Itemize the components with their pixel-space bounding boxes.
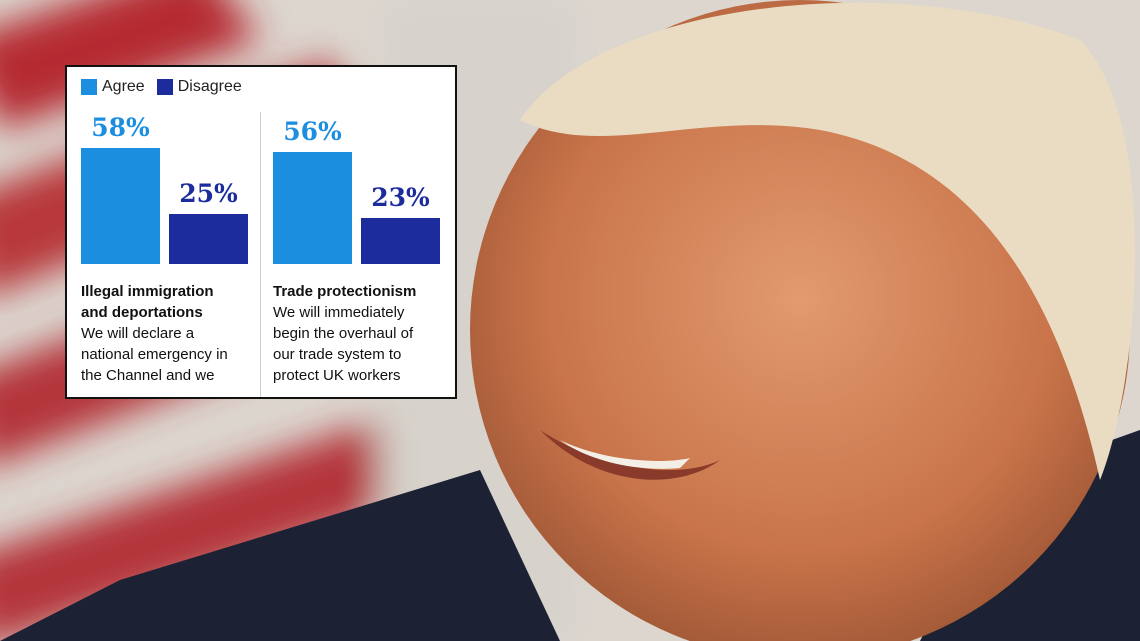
- panel-title: Illegal immigration and deportations We w…: [81, 281, 241, 386]
- legend-swatch: [156, 79, 173, 95]
- bar: [169, 214, 248, 264]
- legend: Agree Disagree: [81, 78, 254, 96]
- legend-swatch: [81, 79, 97, 95]
- chart-panel: 58% 25% Illegal immigration and deportatio…: [81, 67, 261, 397]
- bar: [273, 152, 352, 264]
- legend-item: Disagree: [156, 78, 242, 96]
- chart-inset: Agree Disagree 58% 25% Illegal immigration …: [65, 65, 457, 399]
- bar: [81, 148, 160, 264]
- legend-item: Agree: [81, 78, 145, 96]
- bar: [361, 218, 440, 264]
- panel-description: We will immediately begin the overhaul o…: [273, 304, 414, 384]
- value-label: 25%: [179, 179, 238, 208]
- panel-description: We will declare a national emergency in …: [81, 325, 228, 384]
- chart-panel: 56% 23% Trade protectionism We will immedia…: [273, 67, 453, 397]
- panel-divider: [260, 112, 261, 397]
- value-label: 23%: [371, 183, 430, 212]
- legend-label: Agree: [102, 78, 145, 95]
- value-label: 58%: [91, 113, 150, 142]
- legend-label: Disagree: [177, 78, 242, 95]
- value-label: 56%: [283, 117, 342, 146]
- panel-title: Trade protectionism We will immediately b…: [273, 281, 433, 386]
